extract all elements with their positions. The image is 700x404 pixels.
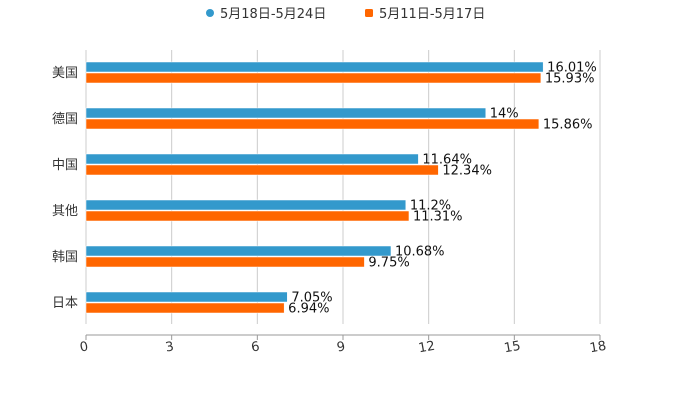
bar-series-1	[85, 199, 407, 211]
x-axis: 0 3 6 9 12 15 18	[79, 334, 608, 357]
bar-series-2	[85, 210, 410, 222]
data-label: 11.64%	[422, 153, 472, 168]
legend: 5月18日-5月24日 5月11日-5月17日	[206, 7, 485, 22]
data-label: 15.93%	[545, 72, 595, 87]
x-tick-label: 12	[417, 339, 436, 357]
legend-label: 5月18日-5月24日	[220, 7, 326, 22]
category-label: 德国	[52, 112, 78, 127]
gridlines	[85, 50, 601, 324]
legend-marker-square-icon	[365, 9, 373, 17]
bar-series-2	[85, 256, 365, 268]
data-label: 9.75%	[368, 256, 409, 271]
bar-series-1	[85, 291, 288, 303]
bar-series-2	[85, 164, 439, 176]
bar-series-2	[85, 118, 540, 130]
legend-marker-circle-icon	[206, 9, 214, 17]
data-label: 6.94%	[288, 302, 329, 317]
category-label: 中国	[52, 158, 78, 173]
bars: 16.01%15.93% 14% 15.86% 11.64%12.34% 11.2%11…	[85, 61, 597, 317]
x-tick-label: 3	[164, 339, 175, 355]
x-tick-label: 6	[250, 339, 261, 355]
data-label: 16.01%	[547, 61, 597, 76]
bar-series-2	[85, 302, 285, 314]
x-tick-label: 0	[79, 339, 90, 355]
category-label: 日本	[52, 296, 78, 311]
data-label: 11.31%	[413, 210, 463, 225]
x-tick-label: 9	[336, 339, 347, 355]
data-label: 11.2%	[410, 199, 451, 214]
data-label: 10.68%	[395, 245, 445, 260]
category-label: 美国	[52, 66, 78, 81]
bar-series-1	[85, 245, 392, 257]
bar-series-1	[85, 107, 487, 119]
category-label: 其他	[52, 204, 78, 219]
bar-series-2	[85, 72, 542, 84]
data-label: 14%	[490, 107, 519, 122]
x-tick-label: 15	[503, 339, 522, 357]
data-label: 7.05%	[291, 291, 332, 306]
data-label: 12.34%	[442, 164, 492, 179]
data-label: 15.86%	[543, 118, 593, 133]
bar-series-1	[85, 153, 419, 165]
category-label: 韩国	[52, 250, 78, 265]
legend-label: 5月11日-5月17日	[379, 7, 485, 22]
bar-series-1	[85, 61, 544, 73]
x-tick-label: 18	[589, 339, 608, 357]
